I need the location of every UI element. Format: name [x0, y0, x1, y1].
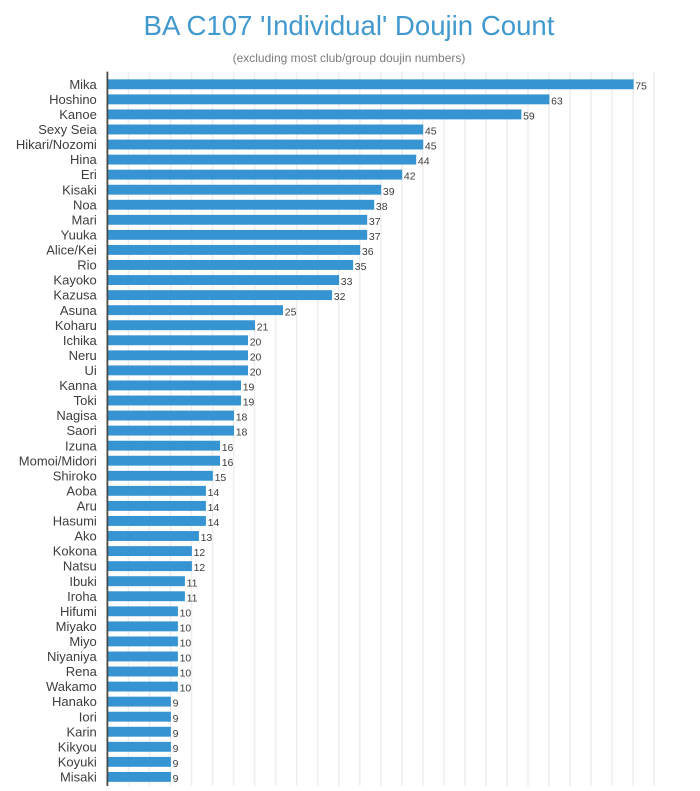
svg-text:Iori: Iori — [79, 709, 97, 724]
svg-text:36: 36 — [362, 246, 374, 258]
svg-text:75: 75 — [635, 80, 647, 92]
svg-text:44: 44 — [418, 156, 430, 168]
svg-text:Sexy Seia: Sexy Seia — [38, 122, 97, 137]
svg-text:14: 14 — [208, 502, 220, 514]
svg-text:19: 19 — [243, 397, 255, 409]
svg-text:10: 10 — [180, 607, 192, 619]
svg-text:Hoshino: Hoshino — [49, 92, 97, 107]
svg-text:Ichika: Ichika — [63, 333, 98, 348]
svg-text:12: 12 — [194, 562, 206, 574]
svg-text:Saori: Saori — [66, 423, 96, 438]
svg-text:14: 14 — [208, 487, 220, 499]
svg-text:Koyuki: Koyuki — [58, 754, 97, 769]
svg-text:Noa: Noa — [73, 197, 98, 212]
svg-text:10: 10 — [180, 653, 192, 665]
svg-text:Ako: Ako — [74, 529, 96, 544]
svg-text:Izuna: Izuna — [65, 438, 98, 453]
svg-text:45: 45 — [425, 141, 437, 153]
svg-text:10: 10 — [180, 668, 192, 680]
svg-text:12: 12 — [194, 547, 206, 559]
svg-text:16: 16 — [222, 442, 234, 454]
svg-text:39: 39 — [383, 186, 395, 198]
svg-text:Natsu: Natsu — [63, 559, 97, 574]
svg-text:Neru: Neru — [69, 348, 97, 363]
svg-text:Hifumi: Hifumi — [60, 604, 97, 619]
svg-text:9: 9 — [173, 698, 179, 710]
svg-text:Shiroko: Shiroko — [53, 468, 97, 483]
svg-text:Mika: Mika — [69, 77, 97, 92]
svg-text:Eri: Eri — [81, 167, 97, 182]
svg-text:10: 10 — [180, 638, 192, 650]
svg-text:21: 21 — [257, 321, 269, 333]
svg-text:11: 11 — [187, 577, 198, 589]
svg-text:63: 63 — [551, 95, 563, 107]
svg-text:32: 32 — [334, 291, 346, 303]
svg-text:Mari: Mari — [72, 212, 97, 227]
svg-text:45: 45 — [425, 126, 437, 138]
svg-text:10: 10 — [180, 683, 192, 695]
svg-text:19: 19 — [243, 382, 255, 394]
svg-text:Iroha: Iroha — [67, 589, 97, 604]
svg-text:Miyo: Miyo — [69, 634, 96, 649]
svg-text:Koharu: Koharu — [55, 318, 97, 333]
svg-text:18: 18 — [236, 427, 248, 439]
svg-text:Kazusa: Kazusa — [53, 288, 97, 303]
svg-text:Kanna: Kanna — [59, 378, 97, 393]
svg-text:Nagisa: Nagisa — [56, 408, 97, 423]
svg-text:14: 14 — [208, 517, 220, 529]
svg-text:10: 10 — [180, 622, 192, 634]
svg-text:11: 11 — [187, 592, 198, 604]
svg-text:37: 37 — [369, 231, 381, 243]
svg-text:BA C107 'Individual' Doujin Co: BA C107 'Individual' Doujin Count — [144, 10, 555, 41]
svg-text:Hanako: Hanako — [52, 694, 97, 709]
svg-text:Kikyou: Kikyou — [58, 739, 97, 754]
svg-text:Yuuka: Yuuka — [61, 227, 98, 242]
svg-text:Niyaniya: Niyaniya — [47, 649, 98, 664]
svg-text:Asuna: Asuna — [60, 303, 98, 318]
svg-text:9: 9 — [173, 713, 179, 725]
svg-text:(excluding most club/group dou: (excluding most club/group doujin number… — [233, 51, 466, 65]
svg-text:Ui: Ui — [85, 363, 97, 378]
svg-text:Kokona: Kokona — [53, 544, 98, 559]
svg-text:Rena: Rena — [66, 664, 98, 679]
svg-text:25: 25 — [285, 306, 297, 318]
svg-text:35: 35 — [355, 261, 367, 273]
svg-text:Misaki: Misaki — [60, 770, 97, 785]
svg-text:20: 20 — [250, 366, 262, 378]
svg-text:Hasumi: Hasumi — [53, 514, 97, 529]
svg-text:Wakamo: Wakamo — [46, 679, 97, 694]
svg-text:Toki: Toki — [74, 393, 97, 408]
svg-text:13: 13 — [201, 532, 213, 544]
svg-text:20: 20 — [250, 351, 262, 363]
svg-text:Aru: Aru — [77, 499, 97, 514]
svg-text:9: 9 — [173, 758, 179, 770]
svg-text:42: 42 — [404, 171, 416, 183]
svg-text:Rio: Rio — [77, 258, 97, 273]
svg-text:Ibuki: Ibuki — [69, 574, 97, 589]
svg-text:Kayoko: Kayoko — [53, 273, 96, 288]
svg-text:9: 9 — [173, 773, 179, 785]
svg-text:Karin: Karin — [66, 724, 96, 739]
svg-text:Kisaki: Kisaki — [62, 182, 97, 197]
svg-text:16: 16 — [222, 457, 234, 469]
svg-text:Aoba: Aoba — [66, 483, 97, 498]
svg-text:33: 33 — [341, 276, 353, 288]
svg-text:9: 9 — [173, 743, 179, 755]
svg-text:59: 59 — [523, 111, 535, 123]
svg-text:Kanoe: Kanoe — [59, 107, 97, 122]
svg-text:Miyako: Miyako — [56, 619, 97, 634]
svg-text:20: 20 — [250, 336, 262, 348]
svg-text:Momoi/Midori: Momoi/Midori — [19, 453, 97, 468]
svg-text:15: 15 — [215, 472, 227, 484]
svg-text:9: 9 — [173, 728, 179, 740]
svg-text:Alice/Kei: Alice/Kei — [46, 243, 97, 258]
svg-text:Hina: Hina — [70, 152, 98, 167]
svg-text:Hikari/Nozomi: Hikari/Nozomi — [16, 137, 97, 152]
svg-text:37: 37 — [369, 216, 381, 228]
svg-text:38: 38 — [376, 201, 388, 213]
svg-text:18: 18 — [236, 412, 248, 424]
